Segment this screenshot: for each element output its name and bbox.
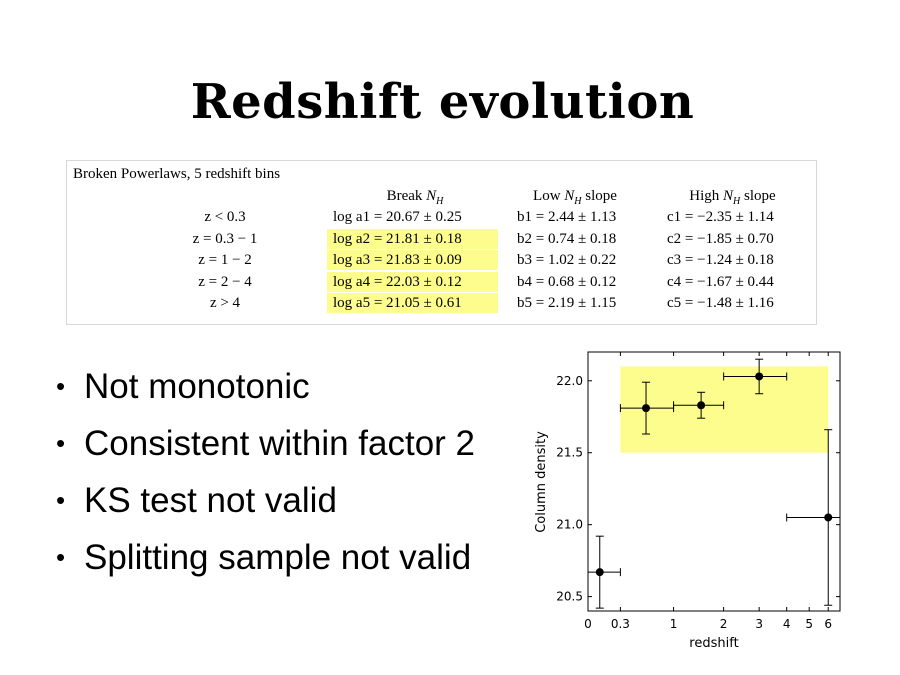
header-low-slope: Low NH slope [533, 188, 617, 207]
plot-frame [587, 351, 841, 612]
cell-low-slope: b4 = 0.68 ± 0.12 [517, 273, 617, 290]
x-tick-label: 6 [824, 617, 832, 631]
cell-high-slope: c4 = −1.67 ± 0.44 [667, 273, 774, 290]
highlight-band [620, 366, 829, 453]
y-axis-label: Column density [534, 431, 549, 533]
redshift-chart: 0 0.3 1 2 3 4 5 6 20.5 21.0 21.5 22.0 redshift Colu… [534, 351, 841, 651]
cell-bin: z = 1 − 2 [198, 252, 252, 268]
header-break: Break NH [386, 188, 444, 207]
cell-low-slope: b5 = 2.19 ± 1.15 [517, 295, 617, 311]
data-point [755, 372, 764, 381]
results-table: Broken Powerlaws, 5 redshift bins Break … [66, 160, 817, 325]
x-axis-label: redshift [689, 636, 738, 651]
cell-bin: z = 2 − 4 [198, 273, 252, 290]
cell-low-slope: b3 = 1.02 ± 0.22 [517, 252, 617, 268]
bullet-item: Consistent within factor 2 [56, 421, 475, 478]
cell-high-slope: c3 = −1.24 ± 0.18 [667, 252, 774, 268]
cell-break: log a5 = 21.05 ± 0.61 [327, 293, 498, 313]
cell-break: log a4 = 22.03 ± 0.12 [327, 271, 498, 292]
data-point [642, 404, 651, 413]
x-tick-label: 4 [783, 617, 791, 631]
cell-break: log a2 = 21.81 ± 0.18 [327, 228, 498, 249]
x-tick-label: 1 [670, 617, 678, 631]
cell-bin: z = 0.3 − 1 [192, 230, 258, 247]
bullet-item: KS test not valid [56, 478, 475, 535]
y-tick-label: 21.5 [556, 446, 583, 460]
cell-break: log a1 = 20.67 ± 0.25 [333, 209, 462, 225]
cell-bin: z > 4 [209, 295, 241, 311]
y-tick-label: 21.0 [556, 518, 583, 532]
cell-high-slope: c5 = −1.48 ± 1.16 [667, 295, 774, 311]
data-point [595, 568, 604, 577]
cell-break: log a3 = 21.83 ± 0.09 [327, 250, 498, 270]
bullet-item: Splitting sample not valid [56, 535, 475, 592]
y-tick-label: 20.5 [556, 590, 583, 604]
bullet-list: Not monotonic Consistent within factor 2… [56, 364, 475, 592]
slide-title: Redshift evolution [190, 74, 695, 130]
cell-low-slope: b2 = 0.74 ± 0.18 [517, 230, 617, 247]
cell-high-slope: c2 = −1.85 ± 0.70 [667, 230, 774, 247]
x-tick-label: 0 [584, 617, 592, 631]
data-point [697, 401, 706, 410]
y-tick-label: 22.0 [556, 374, 583, 388]
table-caption: Broken Powerlaws, 5 redshift bins [73, 166, 281, 182]
cell-high-slope: c1 = −2.35 ± 1.14 [667, 209, 774, 225]
x-tick-label: 3 [755, 617, 763, 631]
bullet-item: Not monotonic [56, 364, 475, 421]
x-tick-label: 0.3 [611, 617, 630, 631]
cell-low-slope: b1 = 2.44 ± 1.13 [517, 209, 617, 225]
header-high-slope: High NH slope [689, 188, 776, 207]
cell-bin: z < 0.3 [204, 209, 246, 225]
data-point [824, 513, 833, 522]
x-tick-label: 5 [805, 617, 813, 631]
x-tick-label: 2 [720, 617, 728, 631]
